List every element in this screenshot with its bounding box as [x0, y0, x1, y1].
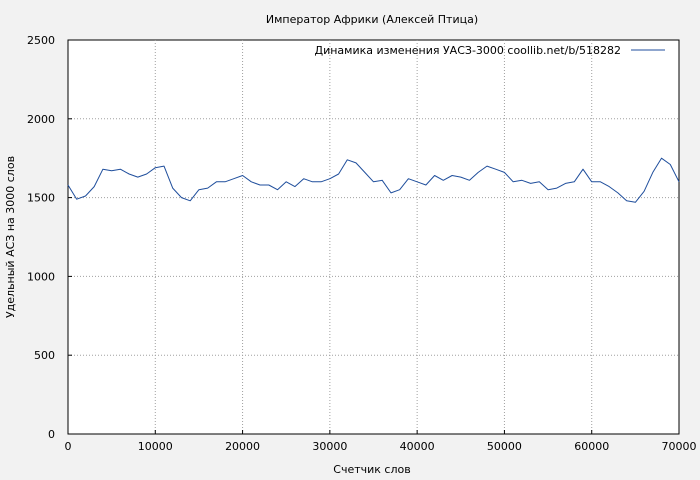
chart-title: Император Африки (Алексей Птица): [266, 13, 478, 26]
x-tick-label: 60000: [574, 440, 609, 453]
y-tick-label: 2500: [27, 34, 55, 47]
y-tick-label: 0: [48, 428, 55, 441]
y-tick-label: 1500: [27, 192, 55, 205]
y-tick-label: 500: [34, 349, 55, 362]
series-line: [67, 157, 680, 203]
x-tick-label: 30000: [312, 440, 347, 453]
axis-ticks: 0 10000 20000 30000 40000 50000 60000 70000 0 500…: [27, 34, 697, 453]
x-axis-label: Счетчик слов: [333, 463, 410, 476]
x-tick-label: 0: [65, 440, 72, 453]
x-tick-label: 40000: [400, 440, 435, 453]
y-tick-label: 1000: [27, 270, 55, 283]
legend-label: Динамика изменения УАСЗ-3000 coollib.net…: [315, 44, 622, 57]
legend: Динамика изменения УАСЗ-3000 coollib.net…: [315, 44, 665, 57]
y-tick-label: 2000: [27, 113, 55, 126]
x-tick-label: 70000: [662, 440, 697, 453]
plot-area: [67, 39, 680, 435]
x-tick-label: 50000: [487, 440, 522, 453]
x-tick-label: 10000: [138, 440, 173, 453]
y-axis-label: Удельный АСЗ на 3000 слов: [4, 156, 17, 318]
x-tick-label: 20000: [225, 440, 260, 453]
series-group: [67, 157, 680, 203]
